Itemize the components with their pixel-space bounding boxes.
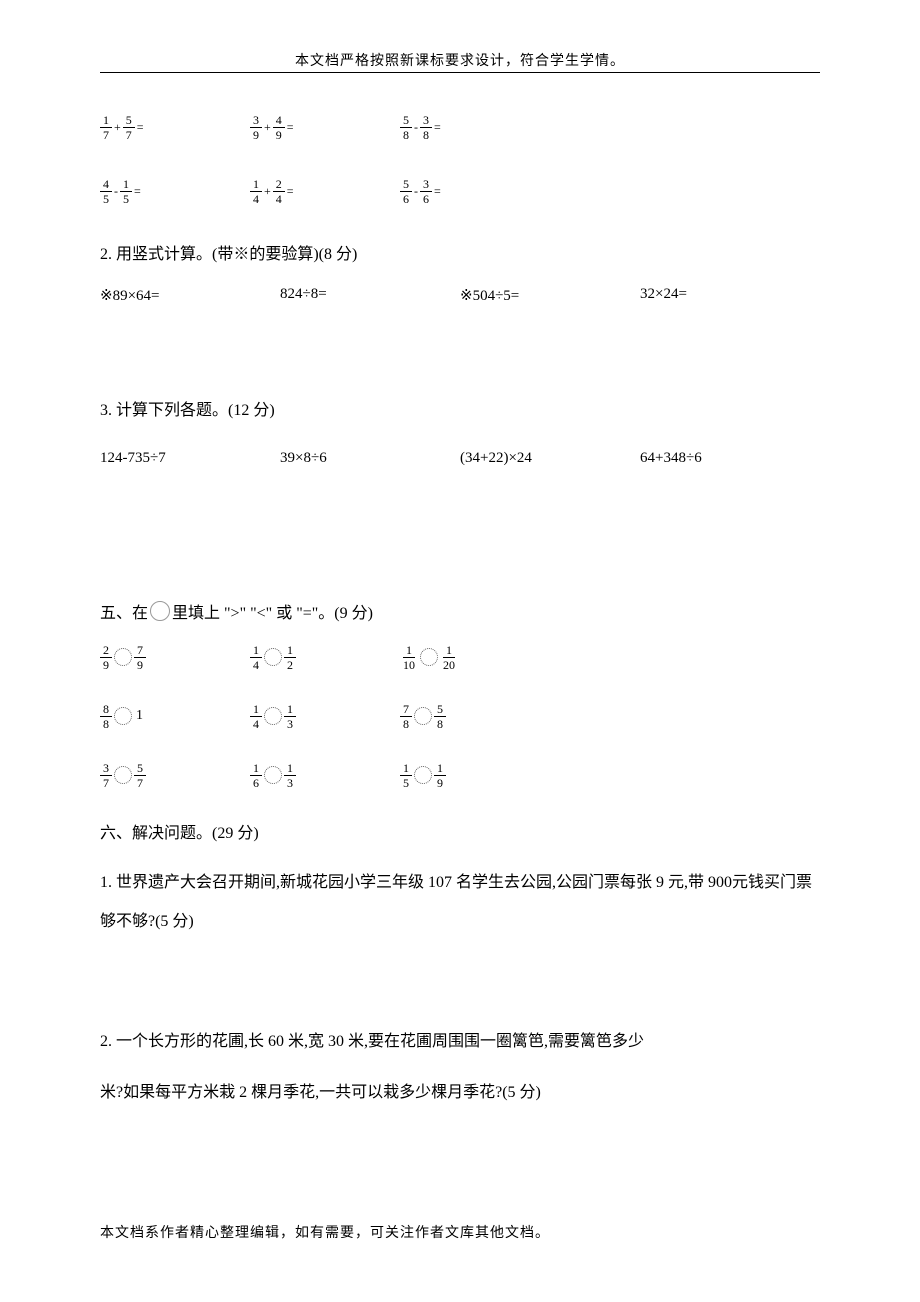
- calc-expression: 64+348÷6: [640, 450, 820, 467]
- calc-expression: (34+22)×24: [460, 450, 640, 467]
- fraction: 88: [100, 702, 112, 731]
- section-5-title: 五、在 里填上 ">" "<" 或 "="。(9 分): [100, 599, 820, 623]
- circle-blank-icon: [114, 766, 132, 784]
- comparison-row: 375716131519: [100, 761, 820, 790]
- comparison-expression: 14 13: [250, 702, 340, 731]
- fraction-expression: 39+49=: [250, 113, 330, 142]
- word-problem-1: 1. 世界遗产大会召开期间,新城花园小学三年级 107 名学生去公园,公园门票每…: [100, 864, 820, 941]
- fraction: 45: [100, 177, 112, 206]
- fraction: 58: [434, 702, 446, 731]
- fraction: 120: [440, 643, 458, 672]
- fraction: 49: [273, 113, 285, 142]
- fraction: 38: [420, 113, 432, 142]
- fraction-row: 45-15= 14+24= 56-36=: [100, 177, 820, 206]
- fraction-expression: 14+24=: [250, 177, 330, 206]
- circle-blank-icon: [264, 766, 282, 784]
- comparison-row: 881 14 13 78 58: [100, 702, 820, 731]
- fraction: 19: [434, 761, 446, 790]
- fraction: 14: [250, 702, 262, 731]
- circle-blank-icon: [264, 648, 282, 666]
- fraction: 57: [134, 761, 146, 790]
- circle-blank-icon: [114, 648, 132, 666]
- circle-blank-icon: [414, 707, 432, 725]
- comparison-expression: 78 58: [400, 702, 490, 731]
- word-problem-2a: 2. 一个长方形的花圃,长 60 米,宽 30 米,要在花圃周围围一圈篱笆,需要…: [100, 1023, 820, 1061]
- calc-expression: 32×24=: [640, 286, 820, 305]
- fraction: 12: [284, 643, 296, 672]
- comparison-row: 29 79 14 12 110 120: [100, 643, 820, 672]
- footer-text: 本文档系作者精心整理编辑，如有需要，可关注作者文库其他文档。: [100, 1222, 550, 1242]
- calc-expression: 39×8÷6: [280, 450, 460, 467]
- fraction: 79: [134, 643, 146, 672]
- comparison-expression: 37 57: [100, 761, 190, 790]
- fraction: 29: [100, 643, 112, 672]
- fraction: 13: [284, 702, 296, 731]
- fraction-expression: 17+57=: [100, 113, 180, 142]
- fraction: 57: [123, 113, 135, 142]
- circle-placeholder-icon: [150, 601, 170, 621]
- fraction: 110: [400, 643, 418, 672]
- fraction: 78: [400, 702, 412, 731]
- comparison-block: 2979141211012088114137858375716131519: [100, 643, 820, 790]
- fraction: 17: [100, 113, 112, 142]
- fraction: 15: [400, 761, 412, 790]
- fraction-row: 17+57= 39+49= 58-38=: [100, 113, 820, 142]
- word-problem-2b: 米?如果每平方米栽 2 棵月季花,一共可以栽多少棵月季花?(5 分): [100, 1074, 820, 1112]
- section-6-title: 六、解决问题。(29 分): [100, 820, 820, 849]
- section-3-title: 3. 计算下列各题。(12 分): [100, 397, 820, 426]
- comparison-expression: 14 12: [250, 643, 340, 672]
- fraction-arithmetic-block: 17+57= 39+49= 58-38= 45-15= 14+24= 56-36=: [100, 113, 820, 206]
- calc-expression: ※89×64=: [100, 286, 280, 305]
- fraction: 15: [120, 177, 132, 206]
- fraction: 16: [250, 761, 262, 790]
- fraction: 13: [284, 761, 296, 790]
- fraction-expression: 58-38=: [400, 113, 480, 142]
- header-text: 本文档严格按照新课标要求设计，符合学生学情。: [100, 50, 820, 70]
- calc-expression: 124-735÷7: [100, 450, 280, 467]
- comparison-expression: 881: [100, 702, 190, 731]
- calc-expression: 824÷8=: [280, 286, 460, 305]
- comparison-expression: 1519: [400, 761, 490, 790]
- comparison-expression: 1613: [250, 761, 340, 790]
- circle-blank-icon: [264, 707, 282, 725]
- section-5-prefix: 五、在: [100, 599, 148, 623]
- fraction: 24: [273, 177, 285, 206]
- circle-blank-icon: [420, 648, 438, 666]
- section-5-suffix: 里填上 ">" "<" 或 "="。(9 分): [172, 599, 373, 623]
- fraction: 14: [250, 177, 262, 206]
- section-2-title: 2. 用竖式计算。(带※的要验算)(8 分): [100, 241, 820, 270]
- comparison-expression: 29 79: [100, 643, 190, 672]
- fraction: 36: [420, 177, 432, 206]
- circle-blank-icon: [114, 707, 132, 725]
- comparison-expression: 110 120: [400, 643, 490, 672]
- fraction: 14: [250, 643, 262, 672]
- circle-blank-icon: [414, 766, 432, 784]
- fraction-expression: 56-36=: [400, 177, 480, 206]
- fraction: 56: [400, 177, 412, 206]
- header-underline: [100, 72, 820, 73]
- fraction: 39: [250, 113, 262, 142]
- fraction: 37: [100, 761, 112, 790]
- calc-expression: ※504÷5=: [460, 286, 640, 305]
- vertical-calc-row: ※89×64=824÷8=※504÷5=32×24=: [100, 286, 820, 305]
- fraction: 58: [400, 113, 412, 142]
- expression-calc-row: 124-735÷739×8÷6(34+22)×2464+348÷6: [100, 450, 820, 467]
- fraction-expression: 45-15=: [100, 177, 180, 206]
